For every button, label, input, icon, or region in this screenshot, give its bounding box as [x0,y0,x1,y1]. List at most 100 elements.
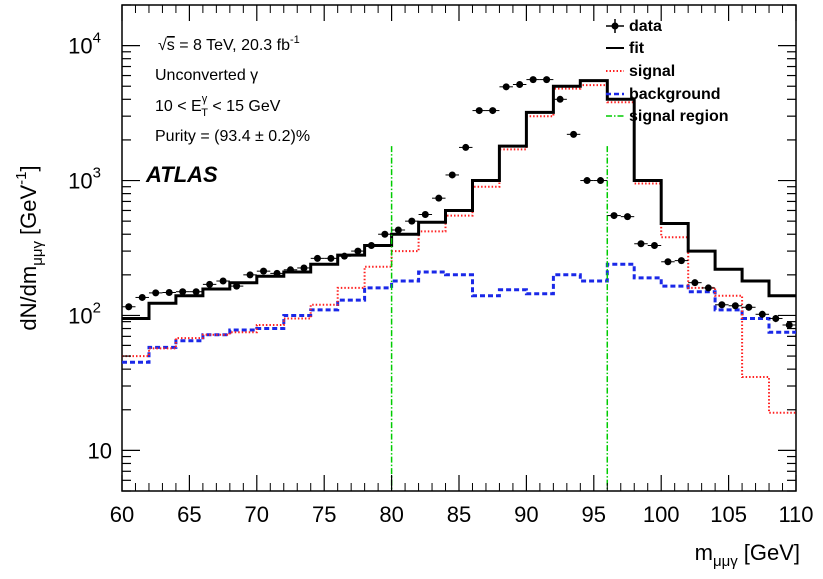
data-point-marker [785,321,793,329]
data-point [337,252,352,260]
et-sup: γ [202,93,208,105]
data-point [297,264,311,272]
data-point [122,303,136,311]
data-point-marker [650,242,658,250]
data-point [701,284,716,292]
data-point-marker [435,194,443,202]
data-point-marker [340,252,348,260]
x-axis-title-main: m [695,540,713,565]
data-point [647,242,662,250]
data-point-marker [260,267,268,275]
data-point-marker [206,280,214,288]
y-tick-base: 10 [68,34,92,59]
x-tick-label: 110 [778,502,813,527]
category-annotation: Unconverted γ [155,67,258,84]
data-point [512,80,527,88]
data-point [162,288,176,296]
x-tick-label: 95 [582,502,606,527]
data-point-marker [233,282,241,290]
x-tick-label: 65 [177,502,201,527]
x-tick-label: 85 [447,502,471,527]
data-point-marker [637,240,645,248]
fit-histogram [122,79,796,320]
x-tick-label: 70 [245,502,269,527]
data-point-marker [219,277,227,285]
data-point-marker [448,171,456,179]
data-point [634,240,648,248]
data-point-marker [502,83,510,91]
energy-text: = 8 TeV, 20.3 fb [175,37,290,54]
x-axis-title: mμμγ [GeV] [695,540,800,570]
data-point-marker [367,242,375,250]
legend-item-signal-region: signal region [606,108,729,125]
legend-item-signal: signal [606,63,675,80]
y-tick-exponent: 3 [93,165,101,182]
x-tick-label: 60 [110,502,134,527]
data-point-marker [745,303,753,311]
data-point-marker [529,76,537,84]
legend-item-fit: fit [606,40,645,57]
x-tick-label: 75 [312,502,336,527]
data-point [580,177,594,185]
data-point [661,258,675,266]
signal-histogram [122,84,796,414]
legend-label-signal: signal [629,63,675,80]
data-point [688,279,702,287]
data-point [202,280,217,288]
data-point [472,107,486,115]
data-point-marker [408,217,416,225]
data-point-marker [421,211,429,219]
et-sub: T [201,107,208,119]
data-point-marker [772,314,780,322]
data-point [391,226,406,234]
data-point [607,212,621,220]
legend-item-data: data [606,18,662,35]
y-tick-exponent: 4 [93,30,101,47]
data-point-marker [165,288,173,296]
data-point [270,269,284,277]
data-point-marker [583,177,591,185]
data-point [256,267,271,275]
x-axis-title-sub: μμγ [713,553,738,570]
data-point-marker [516,80,524,88]
y-tick-label: 104 [68,30,101,59]
legend: data fit signal background signal region [606,18,729,125]
data-point-marker [152,289,160,297]
et-low: 10 < E [155,98,202,115]
data-point-marker [570,130,578,138]
data-point-marker [704,284,712,292]
data-point [229,282,244,290]
data-point-marker [273,269,281,277]
y-tick-base: 10 [88,438,112,463]
data-point-marker [327,254,335,262]
data-point [553,95,567,103]
legend-label-background: background [629,86,721,103]
y-axis-title-unit-close: ] [16,165,41,171]
y-axis-title-sub: μμγ [29,241,46,266]
energy-annotation: √s = 8 TeV, 20.3 fb-1 [158,34,300,54]
lumi-exponent: -1 [290,34,300,46]
data-point [405,217,419,225]
data-point [364,242,379,250]
x-tick-label: 105 [710,502,747,527]
y-axis-title-unit-sup: -1 [13,172,30,185]
legend-marker-data [611,22,619,30]
data-point [216,277,230,285]
y-axis-title: dN/dmμμγ [GeV-1] [13,165,46,330]
data-point-marker [138,293,146,301]
sqrt-symbol: √ [158,37,167,54]
data-point-marker [287,266,294,274]
data-point [432,194,446,202]
y-tick-label: 10 [88,438,112,463]
legend-label-data: data [629,18,662,35]
data-point [351,247,365,255]
data-point [499,83,513,91]
legend-label-fit: fit [629,40,645,57]
et-annotation: 10 < Eγ T < 15 GeV [155,93,281,119]
data-point-marker [718,301,726,309]
x-axis-title-unit: [GeV] [744,540,800,565]
legend-label-signal-region: signal region [629,108,729,125]
data-point-marker [731,302,739,310]
data-point [485,107,500,115]
